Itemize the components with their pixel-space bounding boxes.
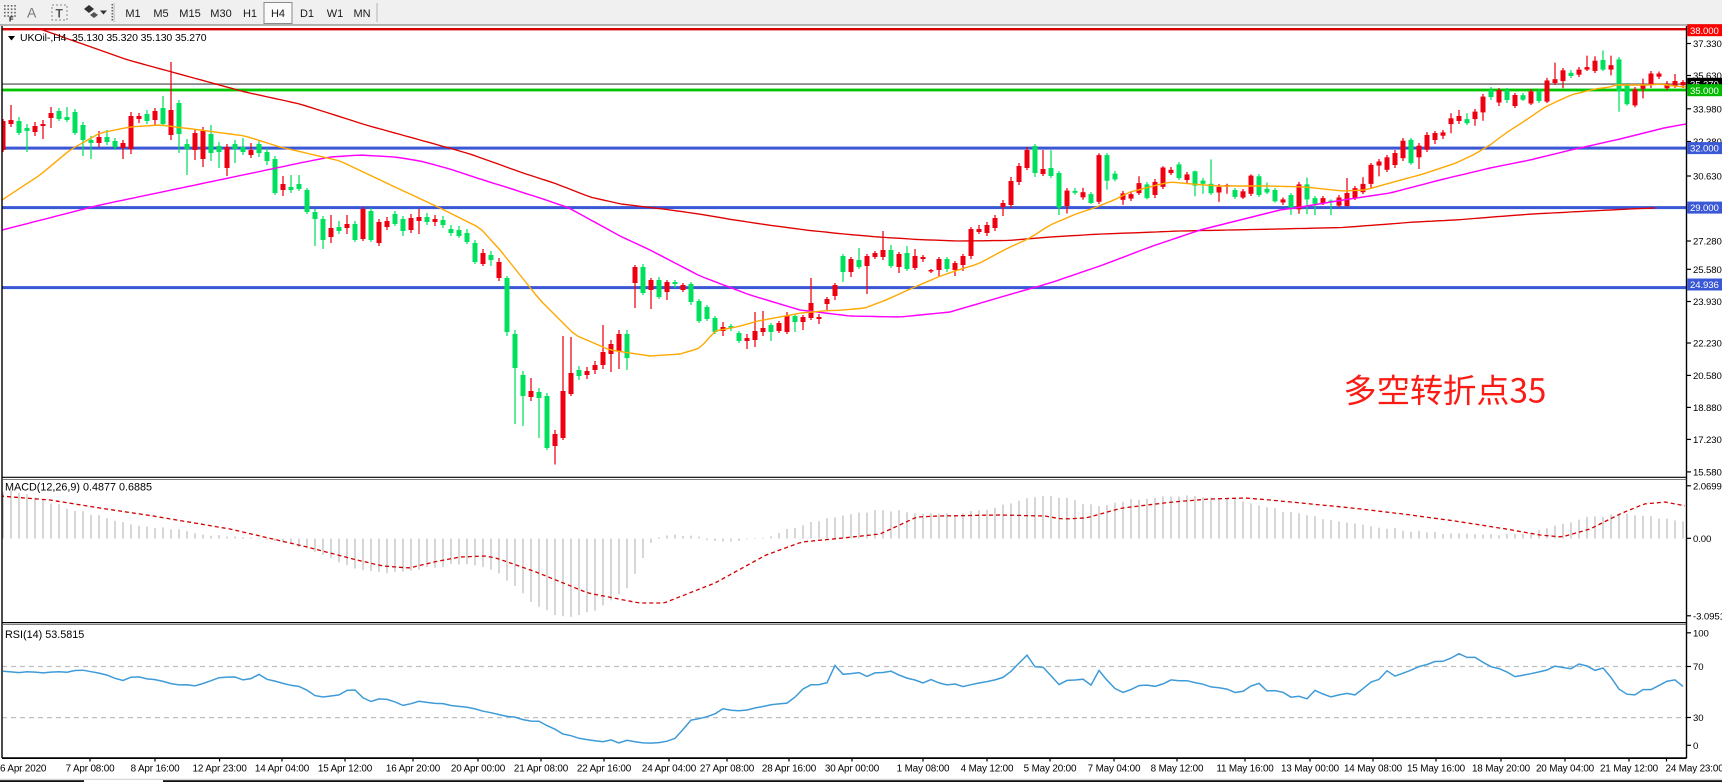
svg-text:H1: H1 xyxy=(243,8,257,20)
svg-text:5 May 20:00: 5 May 20:00 xyxy=(1024,764,1077,775)
svg-text:8 May 12:00: 8 May 12:00 xyxy=(1151,764,1204,775)
svg-text:20 May 04:00: 20 May 04:00 xyxy=(1536,764,1595,775)
svg-text:M1: M1 xyxy=(125,8,140,20)
svg-text:11 May 16:00: 11 May 16:00 xyxy=(1216,764,1274,775)
svg-text:20 Apr 00:00: 20 Apr 00:00 xyxy=(451,764,506,775)
svg-text:24 May 23:00: 24 May 23:00 xyxy=(1666,764,1722,775)
svg-text:20.580: 20.580 xyxy=(1693,371,1722,382)
svg-text:2.0699: 2.0699 xyxy=(1693,481,1722,492)
svg-text:21 May 12:00: 21 May 12:00 xyxy=(1600,764,1659,775)
svg-text:17.230: 17.230 xyxy=(1693,435,1722,446)
svg-text:27 Apr 08:00: 27 Apr 08:00 xyxy=(700,764,755,775)
svg-text:MACD(12,26,9) 0.4877 0.6885: MACD(12,26,9) 0.4877 0.6885 xyxy=(5,482,152,494)
svg-text:33.980: 33.980 xyxy=(1693,104,1722,115)
svg-text:22 Apr 16:00: 22 Apr 16:00 xyxy=(577,764,632,775)
svg-text:F: F xyxy=(9,15,14,24)
svg-text:23.930: 23.930 xyxy=(1693,297,1722,308)
svg-text:0: 0 xyxy=(1693,741,1698,752)
svg-text:7 May 04:00: 7 May 04:00 xyxy=(1088,764,1141,775)
svg-text:4 May 12:00: 4 May 12:00 xyxy=(961,764,1014,775)
svg-text:25.580: 25.580 xyxy=(1693,265,1722,276)
svg-text:H4: H4 xyxy=(271,8,285,20)
svg-text:70: 70 xyxy=(1693,662,1703,673)
svg-text:21 Apr 08:00: 21 Apr 08:00 xyxy=(514,764,569,775)
svg-text:D1: D1 xyxy=(300,8,314,20)
svg-text:W1: W1 xyxy=(327,8,344,20)
svg-text:16 Apr 20:00: 16 Apr 20:00 xyxy=(386,764,441,775)
svg-text:22.230: 22.230 xyxy=(1693,339,1722,350)
svg-text:29.000: 29.000 xyxy=(1690,203,1719,214)
svg-text:30 Apr 00:00: 30 Apr 00:00 xyxy=(825,764,880,775)
svg-text:15 Apr 12:00: 15 Apr 12:00 xyxy=(318,764,373,775)
svg-text:15.580: 15.580 xyxy=(1693,467,1722,478)
svg-text:100: 100 xyxy=(1693,628,1709,639)
svg-text:A: A xyxy=(27,5,37,21)
svg-text:M30: M30 xyxy=(210,8,231,20)
svg-text:12 Apr 23:00: 12 Apr 23:00 xyxy=(192,764,247,775)
svg-text:28 Apr 16:00: 28 Apr 16:00 xyxy=(762,764,817,775)
svg-text:8 Apr 16:00: 8 Apr 16:00 xyxy=(131,764,181,775)
svg-text:0.00: 0.00 xyxy=(1693,534,1711,545)
svg-text:M15: M15 xyxy=(179,8,200,20)
svg-text:38.000: 38.000 xyxy=(1690,26,1719,37)
svg-text:1 May 08:00: 1 May 08:00 xyxy=(897,764,950,775)
svg-text:30.630: 30.630 xyxy=(1693,172,1722,183)
svg-text:14 Apr 04:00: 14 Apr 04:00 xyxy=(255,764,310,775)
svg-text:7 Apr 08:00: 7 Apr 08:00 xyxy=(66,764,116,775)
svg-text:27.280: 27.280 xyxy=(1693,237,1722,248)
svg-text:30: 30 xyxy=(1693,713,1703,724)
svg-text:35.000: 35.000 xyxy=(1690,86,1719,97)
svg-text:RSI(14) 53.5815: RSI(14) 53.5815 xyxy=(5,629,84,641)
svg-text:37.330: 37.330 xyxy=(1693,39,1722,50)
svg-text:-3.0951: -3.0951 xyxy=(1693,611,1722,622)
svg-text:15 May 16:00: 15 May 16:00 xyxy=(1407,764,1466,775)
svg-text:35.630: 35.630 xyxy=(1693,71,1722,82)
svg-text:14 May 08:00: 14 May 08:00 xyxy=(1344,764,1403,775)
svg-text:T: T xyxy=(56,7,64,21)
svg-text:13 May 00:00: 13 May 00:00 xyxy=(1281,764,1340,775)
svg-text:UKOil-,H4 35.130 35.320 35.13: UKOil-,H4 35.130 35.320 35.130 35.270 xyxy=(20,32,207,44)
svg-text:18 May 20:00: 18 May 20:00 xyxy=(1472,764,1531,775)
svg-text:MN: MN xyxy=(353,8,370,20)
svg-text:32.000: 32.000 xyxy=(1690,144,1719,155)
svg-text:M5: M5 xyxy=(153,8,168,20)
svg-text:24 Apr 04:00: 24 Apr 04:00 xyxy=(642,764,697,775)
svg-text:24.936: 24.936 xyxy=(1690,280,1719,291)
svg-text:6 Apr 2020: 6 Apr 2020 xyxy=(0,764,47,775)
svg-text:18.880: 18.880 xyxy=(1693,403,1722,414)
